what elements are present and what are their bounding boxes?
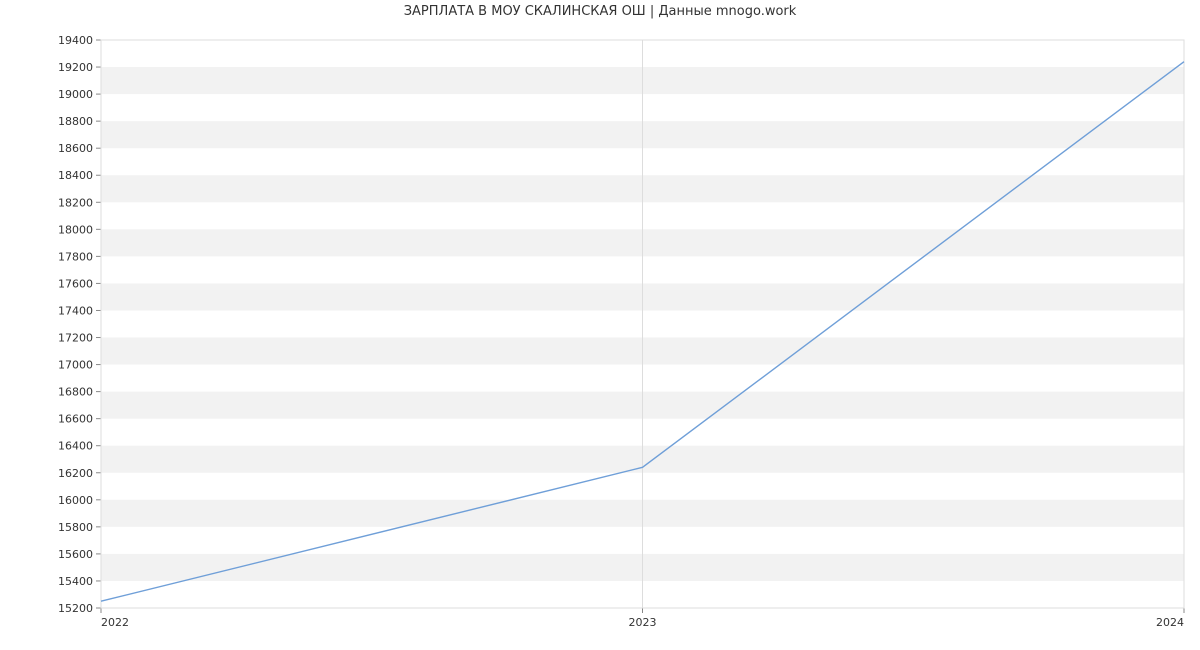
y-tick-label: 18200 bbox=[58, 196, 93, 209]
y-tick-label: 18000 bbox=[58, 223, 93, 236]
y-tick-label: 16600 bbox=[58, 413, 93, 426]
x-tick-label: 2022 bbox=[101, 616, 129, 629]
y-tick-label: 19000 bbox=[58, 88, 93, 101]
y-tick-label: 17000 bbox=[58, 359, 93, 372]
y-tick-label: 18600 bbox=[58, 142, 93, 155]
y-tick-label: 17200 bbox=[58, 332, 93, 345]
y-tick-label: 16000 bbox=[58, 494, 93, 507]
y-tick-label: 19200 bbox=[58, 61, 93, 74]
y-tick-label: 15400 bbox=[58, 575, 93, 588]
y-tick-label: 19400 bbox=[58, 34, 93, 47]
y-tick-label: 16200 bbox=[58, 467, 93, 480]
x-tick-label: 2023 bbox=[629, 616, 657, 629]
y-tick-label: 15800 bbox=[58, 521, 93, 534]
line-chart: 15200 15400 15600 15800 16000 16200 16400 16600… bbox=[0, 0, 1200, 650]
y-tick-label: 18800 bbox=[58, 115, 93, 128]
chart-title: ЗАРПЛАТА В МОУ СКАЛИНСКАЯ ОШ | Данные mn… bbox=[0, 4, 1200, 19]
y-tick-label: 16400 bbox=[58, 440, 93, 453]
x-tick-label: 2024 bbox=[1156, 616, 1184, 629]
y-tick-label: 15600 bbox=[58, 548, 93, 561]
y-tick-label: 17800 bbox=[58, 250, 93, 263]
y-tick-label: 17600 bbox=[58, 277, 93, 290]
y-tick-label: 18400 bbox=[58, 169, 93, 182]
y-tick-label: 15200 bbox=[58, 602, 93, 615]
chart-container: ЗАРПЛАТА В МОУ СКАЛИНСКАЯ ОШ | Данные mn… bbox=[0, 0, 1200, 650]
y-tick-label: 16800 bbox=[58, 386, 93, 399]
y-tick-label: 17400 bbox=[58, 304, 93, 317]
